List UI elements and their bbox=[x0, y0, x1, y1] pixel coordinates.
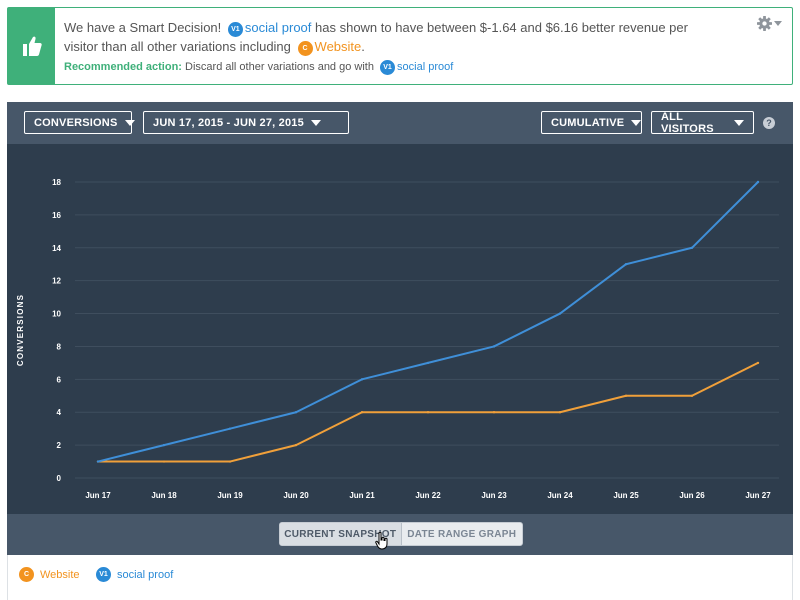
view-toggle: CURRENT SNAPSHOT DATE RANGE GRAPH bbox=[279, 522, 523, 546]
data-point-website bbox=[558, 411, 562, 414]
y-tick-label: 18 bbox=[52, 178, 61, 187]
data-point-social-proof bbox=[756, 180, 760, 184]
chart-toolbar: CONVERSIONS JUN 17, 2015 - JUN 27, 2015 … bbox=[7, 102, 793, 144]
x-tick-label: Jun 22 bbox=[415, 491, 441, 500]
conversions-line-chart: 0 2 4 6 8 10 12 14 16 18 Jun 17 Jun 18 Jun 19 Jun 20 J… bbox=[7, 144, 793, 514]
legend-item-website[interactable]: C Website bbox=[19, 567, 80, 582]
y-tick-label: 8 bbox=[57, 342, 62, 351]
x-tick-label: Jun 26 bbox=[679, 491, 705, 500]
x-tick-label: Jun 19 bbox=[217, 491, 243, 500]
y-tick-label: 16 bbox=[52, 211, 61, 220]
recommended-action: Recommended action: Discard all other va… bbox=[64, 58, 724, 77]
chevron-down-icon bbox=[774, 20, 782, 26]
x-tick-label: Jun 21 bbox=[349, 491, 375, 500]
y-tick-label: 2 bbox=[57, 441, 62, 450]
data-point-website bbox=[492, 411, 496, 414]
data-point-website bbox=[360, 411, 364, 414]
x-tick-label: Jun 24 bbox=[547, 491, 573, 500]
x-tick-label: Jun 17 bbox=[85, 491, 111, 500]
hand-cursor-icon bbox=[375, 532, 388, 550]
x-tick-label: Jun 23 bbox=[481, 491, 507, 500]
control-badge: C bbox=[297, 41, 313, 56]
data-point-website bbox=[756, 361, 760, 365]
banner-mid-text: has shown to have between $-1.64 and $6.… bbox=[64, 20, 688, 54]
banner-intro: We have a Smart Decision! bbox=[64, 20, 222, 35]
cumulative-dropdown[interactable]: CUMULATIVE bbox=[541, 111, 642, 134]
y-tick-label: 12 bbox=[52, 277, 61, 286]
chevron-down-icon bbox=[631, 119, 642, 126]
date-range-dropdown[interactable]: JUN 17, 2015 - JUN 27, 2015 bbox=[143, 111, 349, 134]
legend-item-social-proof[interactable]: V1 social proof bbox=[96, 567, 173, 582]
data-point-social-proof bbox=[360, 378, 364, 381]
chart-footer: CURRENT SNAPSHOT DATE RANGE GRAPH bbox=[7, 514, 793, 555]
y-tick-label: 4 bbox=[57, 408, 62, 417]
chart-legend: C Website V1 social proof bbox=[7, 555, 793, 600]
data-point-website bbox=[624, 394, 628, 397]
metric-dropdown-label: CONVERSIONS bbox=[34, 116, 118, 129]
data-point-social-proof bbox=[228, 427, 232, 430]
data-point-social-proof bbox=[690, 246, 694, 249]
series-line-social-proof bbox=[97, 181, 759, 463]
x-tick-label: Jun 18 bbox=[151, 491, 177, 500]
winner-variant-name[interactable]: social proof bbox=[244, 20, 312, 35]
data-point-social-proof bbox=[492, 345, 496, 348]
data-point-social-proof bbox=[294, 411, 298, 414]
help-icon[interactable]: ? bbox=[763, 117, 775, 129]
banner-message: We have a Smart Decision! V1 social proof… bbox=[64, 18, 724, 77]
x-tick-label: Jun 25 bbox=[613, 491, 639, 500]
legend-label: Website bbox=[40, 568, 80, 581]
chevron-down-icon bbox=[310, 119, 321, 126]
data-point-website bbox=[162, 460, 166, 463]
data-point-website bbox=[426, 411, 430, 414]
gear-icon bbox=[757, 16, 772, 31]
date-range-label: JUN 17, 2015 - JUN 27, 2015 bbox=[153, 116, 304, 129]
date-range-graph-button[interactable]: DATE RANGE GRAPH bbox=[407, 528, 517, 540]
y-tick-label: 10 bbox=[52, 310, 61, 319]
recommended-action-label: Recommended action: bbox=[64, 61, 182, 73]
data-point-website bbox=[294, 443, 298, 447]
data-point-social-proof bbox=[426, 361, 430, 365]
thumbs-up-icon bbox=[8, 8, 55, 84]
data-point-social-proof bbox=[624, 263, 628, 266]
variant-badge: V1 bbox=[380, 60, 396, 75]
legend-label: social proof bbox=[117, 568, 174, 581]
chevron-down-icon bbox=[124, 119, 135, 126]
metric-dropdown[interactable]: CONVERSIONS bbox=[24, 111, 135, 134]
recommended-variant-name[interactable]: social proof bbox=[397, 61, 454, 73]
control-variant-name[interactable]: Website bbox=[314, 39, 362, 54]
chart-svg: 0 2 4 6 8 10 12 14 16 18 Jun 17 Jun 18 Jun 19 Jun 20 J… bbox=[16, 178, 779, 500]
recommended-action-text: Discard all other variations and go with bbox=[185, 61, 374, 73]
data-point-social-proof bbox=[96, 460, 100, 463]
legend-badge: V1 bbox=[96, 567, 111, 582]
y-tick-label: 0 bbox=[57, 474, 62, 483]
visitor-segment-dropdown[interactable]: ALL VISITORS bbox=[651, 110, 754, 135]
data-point-social-proof bbox=[558, 312, 562, 315]
x-tick-label: Jun 20 bbox=[283, 491, 309, 500]
current-snapshot-button[interactable]: CURRENT SNAPSHOT bbox=[280, 523, 402, 545]
y-axis-title: CONVERSIONS bbox=[16, 294, 25, 366]
y-tick-label: 6 bbox=[57, 375, 62, 384]
data-point-website bbox=[228, 460, 232, 463]
results-chart-panel: CONVERSIONS JUN 17, 2015 - JUN 27, 2015 … bbox=[7, 102, 793, 600]
data-point-social-proof bbox=[162, 443, 166, 447]
cumulative-dropdown-label: CUMULATIVE bbox=[551, 116, 625, 129]
legend-badge: C bbox=[19, 567, 34, 582]
settings-menu-button[interactable] bbox=[757, 16, 782, 31]
data-point-website bbox=[690, 394, 694, 397]
visitor-segment-label: ALL VISITORS bbox=[661, 110, 714, 135]
variant-badge: V1 bbox=[227, 22, 243, 37]
x-tick-label: Jun 27 bbox=[745, 491, 771, 500]
y-tick-label: 14 bbox=[52, 244, 61, 253]
chevron-down-icon bbox=[734, 119, 744, 126]
smart-decision-banner: We have a Smart Decision! V1 social proof… bbox=[7, 7, 793, 85]
